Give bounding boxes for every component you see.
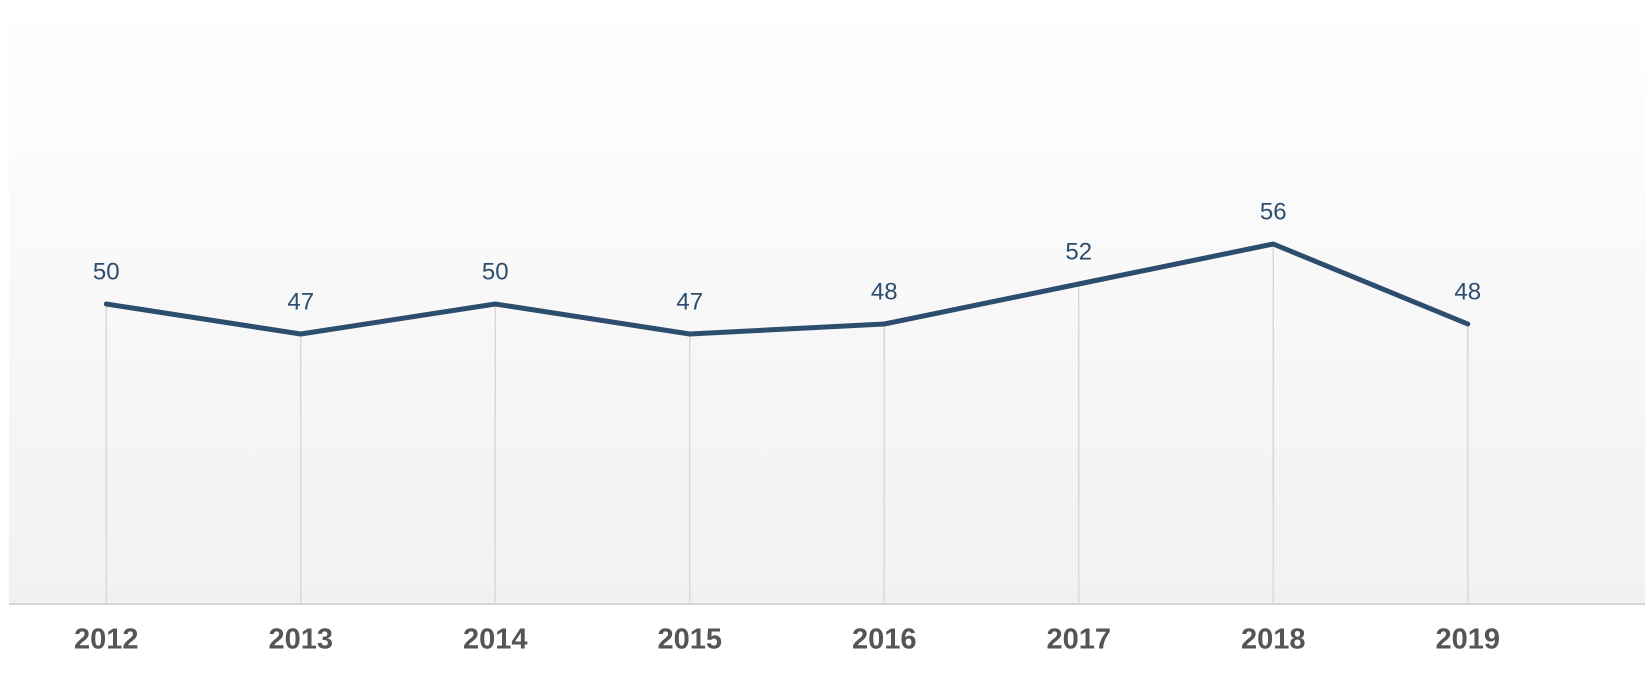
data-label: 47 (676, 288, 703, 315)
line (103, 241, 1471, 337)
data-label: 50 (482, 258, 509, 285)
x-tick-label: 2013 (268, 624, 333, 656)
x-tick-label: 2016 (852, 624, 917, 656)
x-tick-label: 2012 (74, 624, 139, 656)
plot-background (9, 0, 1645, 604)
data-label: 56 (1260, 198, 1287, 225)
data-label: 52 (1065, 238, 1092, 265)
x-tick-label: 2018 (1241, 624, 1306, 656)
data-label: 48 (871, 278, 898, 305)
x-tick-label: 2015 (657, 624, 722, 656)
x-tick-label: 2019 (1435, 624, 1500, 656)
data-label: 47 (287, 288, 314, 315)
data-label: 48 (1454, 278, 1481, 305)
data-label: 50 (93, 258, 120, 285)
x-tick-label: 2017 (1046, 624, 1111, 656)
x-tick-label: 2014 (463, 624, 528, 656)
